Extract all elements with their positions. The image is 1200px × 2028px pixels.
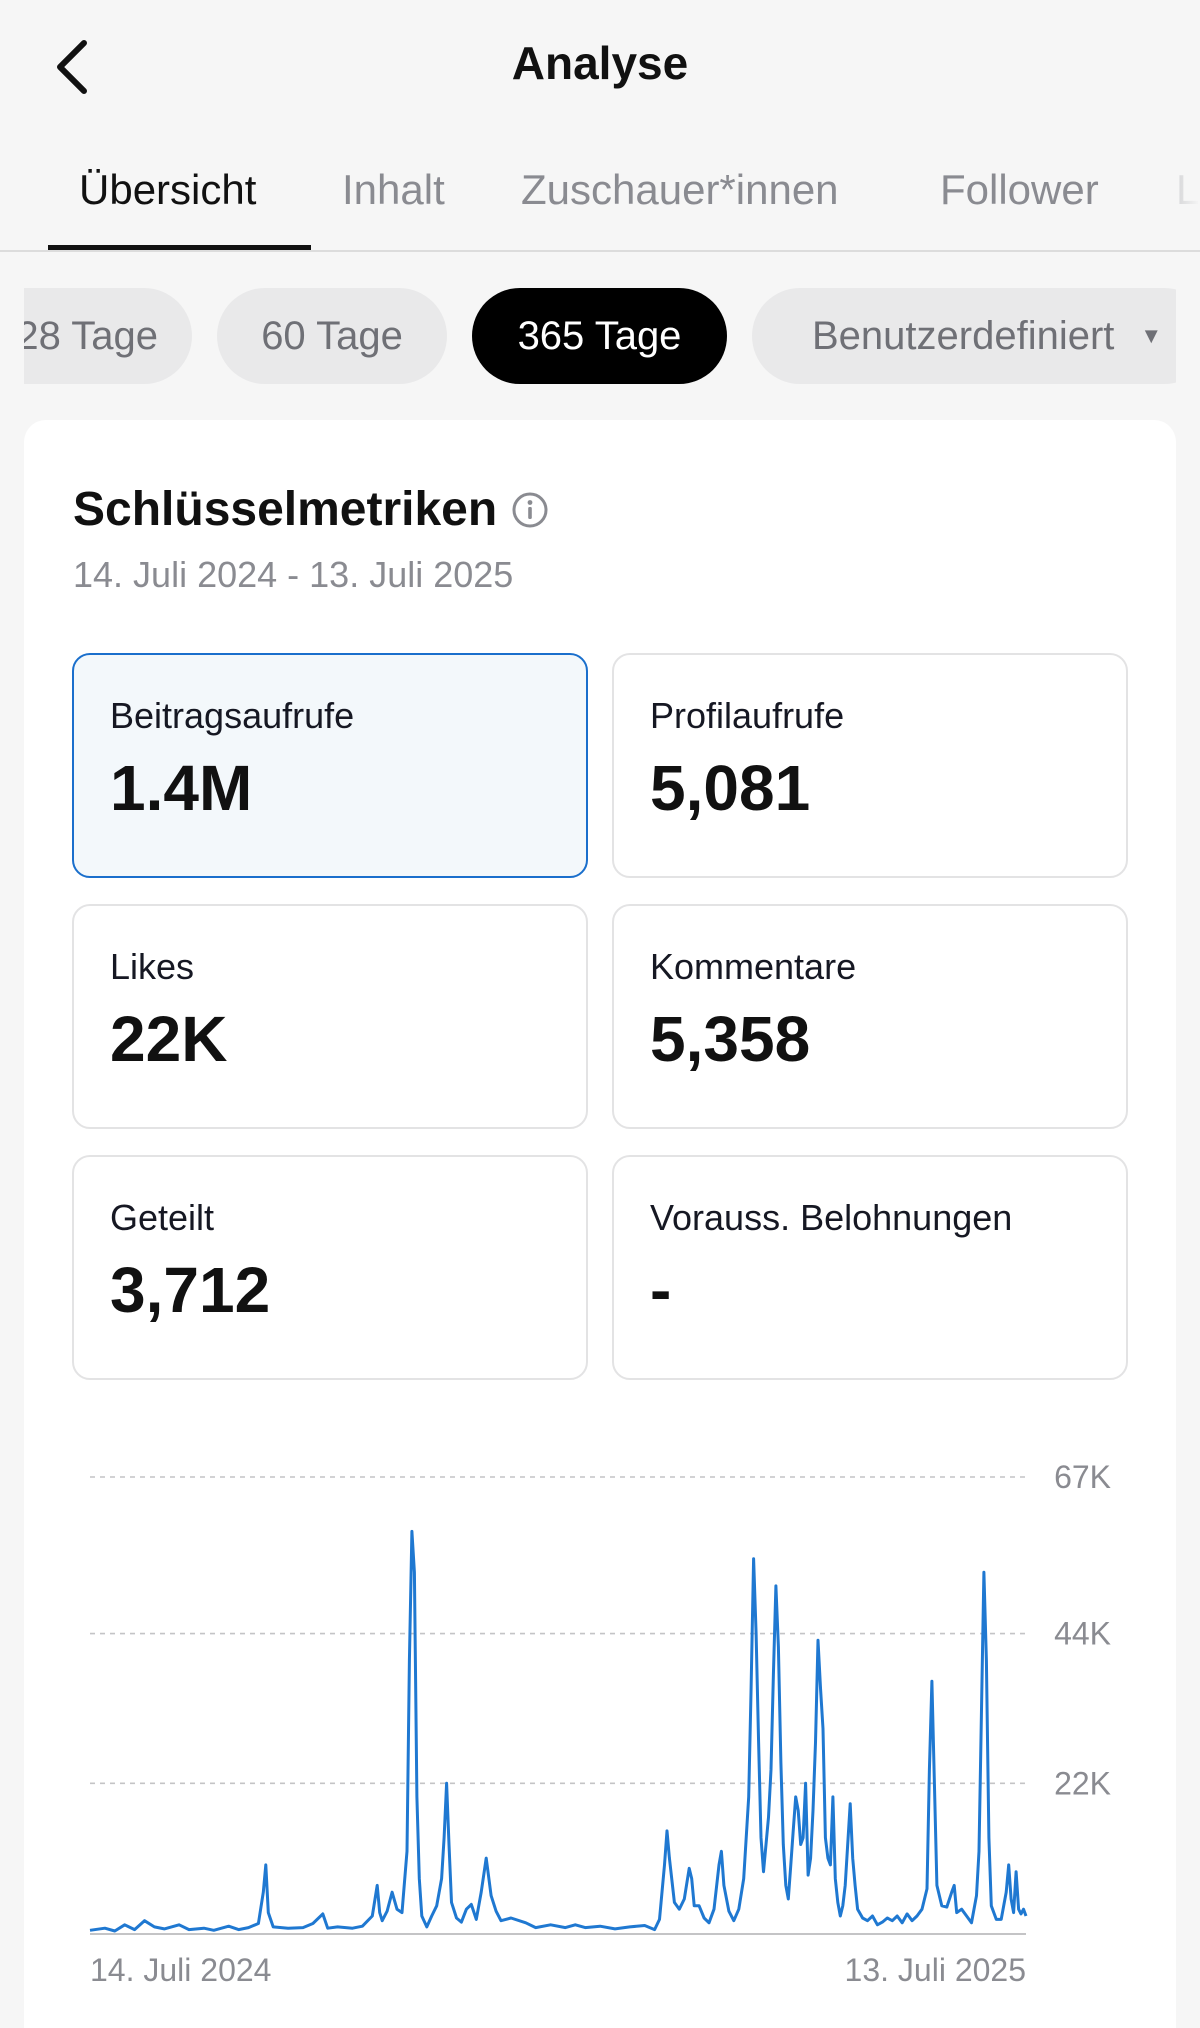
active-tab-indicator xyxy=(48,245,311,250)
metric-post-views[interactable]: Beitragsaufrufe 1.4M xyxy=(72,653,588,878)
tab-viewers[interactable]: Zuschauer*innen xyxy=(521,166,839,213)
page-title: Analyse xyxy=(511,37,689,89)
metric-estimated-rewards[interactable]: Vorauss. Belohnungen - xyxy=(612,1155,1128,1380)
post-views-chart: 67K 44K 22K 14. Juli 2024 13. Juli 2025 xyxy=(89,1459,1111,1988)
chip-365-days[interactable]: 365 Tage xyxy=(472,288,727,384)
metric-value: 1.4M xyxy=(110,752,253,824)
metric-value: - xyxy=(650,1254,672,1326)
series-line-post-views xyxy=(89,1529,1028,1933)
date-range-selector: 28 Tage 60 Tage 365 Tage Benutzerdefinie… xyxy=(24,288,1176,384)
metric-profile-views[interactable]: Profilaufrufe 5,081 xyxy=(612,653,1128,878)
x-label-end: 13. Juli 2025 xyxy=(845,1952,1026,1988)
metric-shares[interactable]: Geteilt 3,712 xyxy=(72,1155,588,1380)
tabs-fade-overlay xyxy=(1120,150,1200,250)
y-tick-label: 22K xyxy=(1054,1765,1111,1801)
metric-label: Likes xyxy=(110,946,195,987)
key-metrics-title: Schlüsselmetriken xyxy=(73,483,498,536)
tab-content[interactable]: Inhalt xyxy=(342,166,445,213)
y-tick-label: 44K xyxy=(1054,1616,1111,1652)
metric-label: Vorauss. Belohnungen xyxy=(650,1197,1013,1238)
key-metrics-card: Schlüsselmetriken 14. Juli 2024 - 13. Ju… xyxy=(24,420,1176,2028)
chart-series xyxy=(89,1529,1028,1933)
metric-label: Beitragsaufrufe xyxy=(110,695,355,736)
caret-down-icon: ▼ xyxy=(1140,323,1163,348)
chip-60-days[interactable]: 60 Tage xyxy=(217,288,447,384)
back-button[interactable] xyxy=(42,28,102,106)
x-label-start: 14. Juli 2024 xyxy=(90,1952,271,1988)
y-tick-label: 67K xyxy=(1054,1459,1111,1495)
tab-overview[interactable]: Übersicht xyxy=(79,166,257,213)
chart-labels: 67K 44K 22K 14. Juli 2024 13. Juli 2025 xyxy=(90,1459,1111,1988)
metric-comments[interactable]: Kommentare 5,358 xyxy=(612,904,1128,1129)
tab-followers[interactable]: Follower xyxy=(940,166,1099,213)
chip-custom-label: Benutzerdefiniert xyxy=(812,313,1115,358)
date-range-label: 14. Juli 2024 - 13. Juli 2025 xyxy=(73,554,514,595)
key-metrics-title-row: Schlüsselmetriken xyxy=(73,482,549,537)
tab-bar: Übersicht Inhalt Zuschauer*innen Followe… xyxy=(0,150,1200,252)
metric-label: Kommentare xyxy=(650,946,857,987)
metric-label: Geteilt xyxy=(110,1197,215,1238)
chevron-left-icon xyxy=(57,40,87,94)
metric-value: 22K xyxy=(110,1003,228,1075)
metric-value: 5,358 xyxy=(650,1003,811,1075)
metric-label: Profilaufrufe xyxy=(650,695,845,736)
chip-28-days[interactable]: 28 Tage xyxy=(24,288,192,384)
info-icon[interactable] xyxy=(511,491,549,529)
metric-likes[interactable]: Likes 22K xyxy=(72,904,588,1129)
header: Analyse xyxy=(0,0,1200,130)
metric-value: 5,081 xyxy=(650,752,811,824)
chart-gridlines xyxy=(90,1476,1026,1935)
metric-value: 3,712 xyxy=(110,1254,271,1326)
chip-custom-range[interactable]: Benutzerdefiniert ▼ xyxy=(752,288,1176,384)
